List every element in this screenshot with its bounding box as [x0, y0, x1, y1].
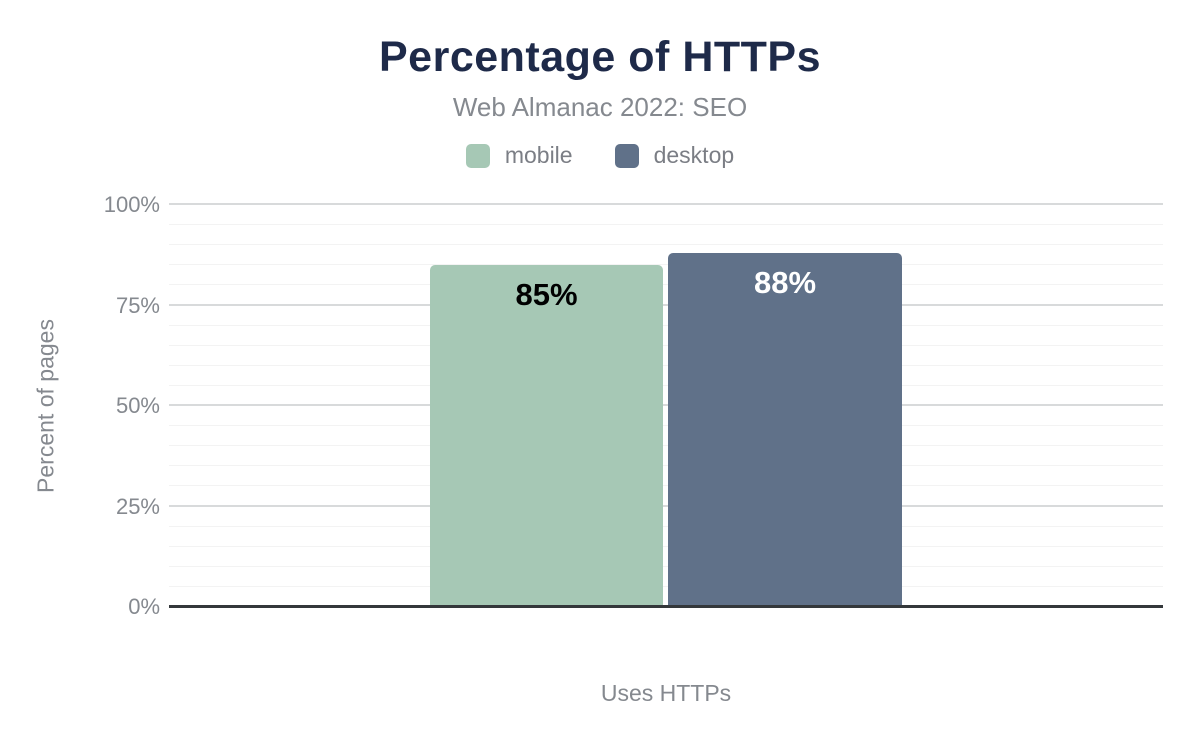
desktop-swatch-icon: [614, 143, 639, 168]
gridline-40: [169, 445, 1163, 447]
legend: mobile desktop: [0, 142, 1200, 169]
gridline-15: [169, 545, 1163, 547]
gridline-30: [169, 485, 1163, 487]
gridline-75: [169, 303, 1163, 306]
gridline-95: [169, 224, 1163, 226]
legend-item-mobile: mobile: [465, 142, 573, 169]
gridline-80: [169, 284, 1163, 286]
chart-subtitle: Web Almanac 2022: SEO: [452, 92, 748, 122]
y-tick-50: 50%: [115, 393, 160, 418]
legend-label-desktop: desktop: [653, 142, 735, 168]
gridline-55: [169, 384, 1163, 386]
gridline-50: [169, 404, 1163, 406]
gridline-65: [169, 344, 1163, 346]
legend-item-desktop: desktop: [614, 142, 735, 169]
y-axis-title: Percent of pages: [32, 319, 59, 493]
gridline-45: [169, 425, 1163, 427]
gridline-70: [169, 324, 1163, 326]
bar-desktop: 88%: [668, 253, 902, 607]
gridline-10: [169, 565, 1163, 567]
y-tick-0: 0%: [128, 594, 160, 619]
y-tick-100: 100%: [103, 192, 160, 217]
x-axis-line: [169, 605, 1163, 608]
x-axis-title: Uses HTTPs: [600, 680, 732, 706]
gridline-100: [169, 203, 1163, 205]
gridline-90: [169, 244, 1163, 246]
gridline-25: [169, 504, 1163, 507]
bar-label-desktop: 88%: [753, 265, 817, 301]
bar-mobile: 85%: [430, 265, 663, 607]
mobile-swatch-icon: [465, 143, 490, 168]
legend-label-mobile: mobile: [504, 142, 573, 168]
gridline-20: [169, 525, 1163, 527]
y-tick-75: 75%: [115, 292, 160, 318]
chart-title: Percentage of HTTPs: [379, 33, 821, 81]
bar-label-mobile: 85%: [515, 277, 578, 313]
y-axis-ticks: 0% 25% 50% 75% 100%: [60, 192, 160, 619]
y-tick-25: 25%: [115, 493, 160, 519]
plot-area: 85% 88%: [169, 203, 1163, 607]
gridline-85: [169, 264, 1163, 266]
gridline-35: [169, 465, 1163, 467]
gridline-5: [169, 585, 1163, 587]
gridline-60: [169, 364, 1163, 366]
